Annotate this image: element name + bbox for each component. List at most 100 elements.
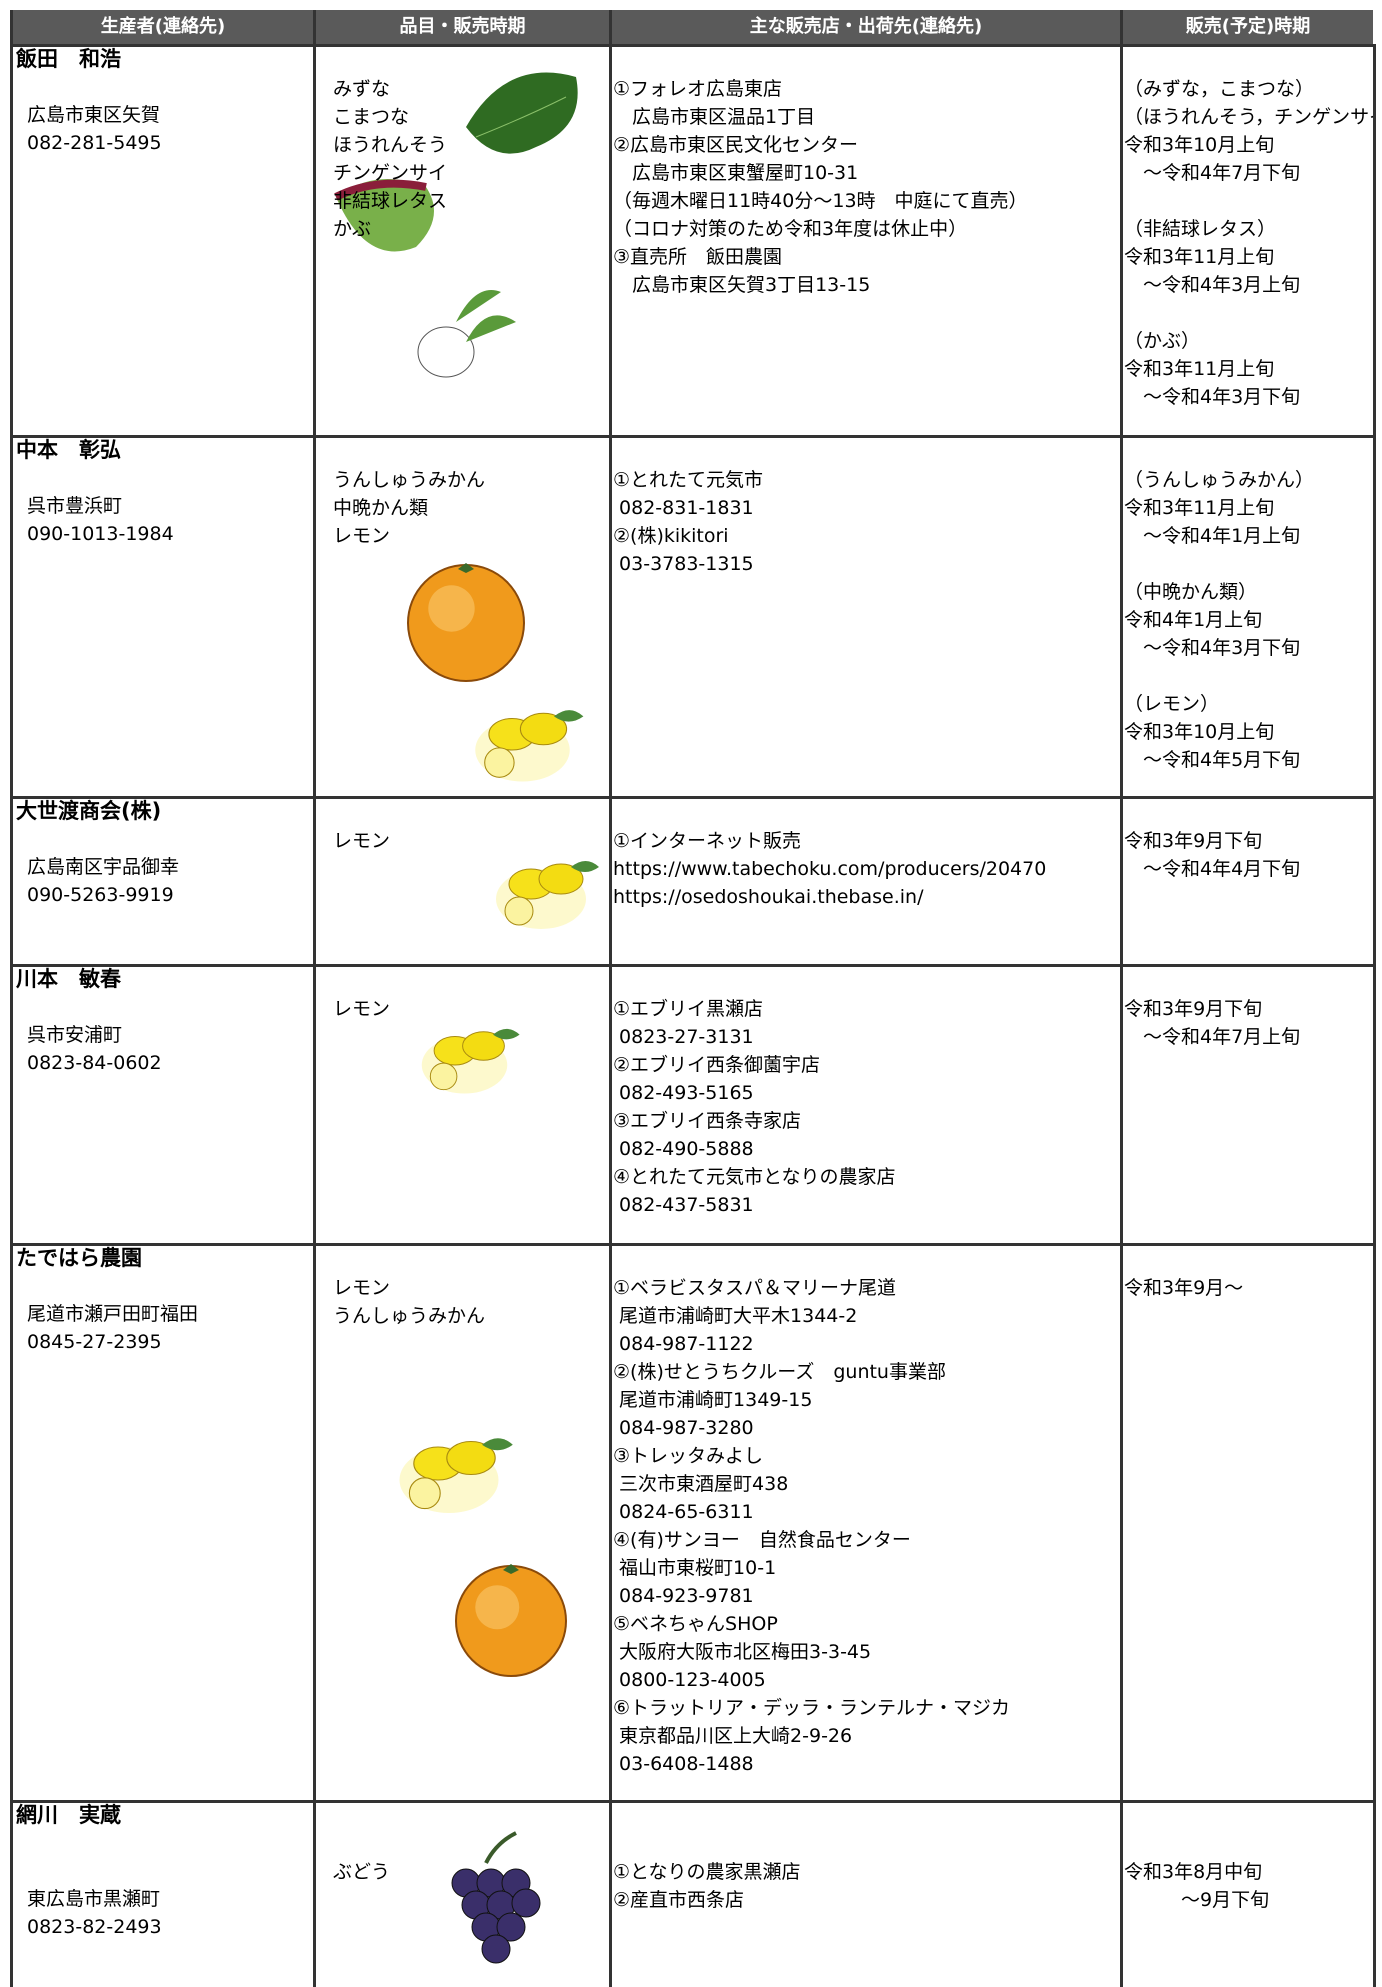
- shop-line: ④とれたて元気市となりの農家店: [613, 1166, 896, 1188]
- item: ほうれんそう: [333, 134, 448, 156]
- shop-line: ④(有)サンヨー 自然食品センター: [613, 1529, 911, 1551]
- shop-line: 広島市東区矢賀3丁目13-15: [613, 274, 871, 296]
- period-line: ～令和4年3月上旬: [1124, 274, 1301, 296]
- shop-line: 0824-65-6311: [613, 1501, 754, 1523]
- item: レモン: [333, 998, 391, 1020]
- table-cell: 飯田 和浩広島市東区矢賀 082-281-5495: [10, 44, 313, 435]
- table-cell: レモン: [313, 964, 609, 1243]
- shop-line: 福山市東桜町10-1: [613, 1557, 777, 1579]
- shop-line: 03-3783-1315: [613, 553, 754, 575]
- shop-line: 大阪府大阪市北区梅田3-3-45: [613, 1641, 872, 1663]
- shop-line: 尾道市浦崎町1349-15: [613, 1389, 813, 1411]
- producer-address: 広島市東区矢賀: [27, 104, 161, 126]
- shop-line: 084-987-1122: [613, 1333, 754, 1355]
- table-cell: ①とれたて元気市 082-831-1831 ②(株)kikitori 03-378…: [609, 435, 1120, 796]
- shop-line: https://osedoshoukai.thebase.in/: [613, 886, 924, 908]
- table-cell: ①となりの農家黒瀬店 ②産直市西条店: [609, 1800, 1120, 1987]
- illustration: [407, 563, 584, 782]
- period-line: 令和4年1月上旬: [1124, 609, 1263, 631]
- item: チンゲンサイ: [333, 162, 448, 184]
- table-cell: ①インターネット販売 https://www.tabechoku.com/prod…: [609, 796, 1120, 964]
- shop-line: 082-437-5831: [613, 1194, 754, 1216]
- shop-line: 広島市東区東蟹屋町10-31: [613, 162, 859, 184]
- period-line: 令和3年11月上旬: [1124, 358, 1275, 380]
- period-line: ～令和4年3月下旬: [1124, 637, 1301, 659]
- table-cell: みずな こまつな ほうれんそう チンゲンサイ 非結球レタス かぶ: [313, 44, 609, 435]
- period-line: ～令和4年7月下旬: [1124, 162, 1301, 184]
- period-line: 令和3年9月下旬: [1124, 830, 1263, 852]
- table-cell: レモン うんしゅうみかん: [313, 1243, 609, 1800]
- period-line: （レモン）: [1124, 693, 1220, 715]
- table-cell: （みずな，こまつな） （ほうれんそう，チンゲンサイ） 令和3年10月上旬 ～令和4年…: [1120, 44, 1376, 435]
- producer-name: 中本 彰弘: [16, 438, 121, 462]
- period-line: 令和3年9月～: [1124, 1277, 1244, 1299]
- shop-line: ①インターネット販売: [613, 830, 802, 852]
- header-cell: 生産者(連絡先): [10, 10, 313, 44]
- period-line: ～令和4年7月上旬: [1124, 1026, 1301, 1048]
- table-cell: ①エブリイ黒瀬店 0823-27-3131 ②エブリイ西条御薗宇店 082-493…: [609, 964, 1120, 1243]
- header-cell: 主な販売店・出荷先(連絡先): [609, 10, 1120, 44]
- producer-name: 大世渡商会(株): [16, 799, 162, 823]
- table-cell: たではら農園 尾道市瀬戸田町福田 0845-27-2395: [10, 1243, 313, 1800]
- table-cell: うんしゅうみかん 中晩かん類 レモン: [313, 435, 609, 796]
- table-cell: ぶどう: [313, 1800, 609, 1987]
- producer-address: 尾道市瀬戸田町福田: [27, 1303, 199, 1325]
- table-cell: 中本 彰弘呉市豊浜町 090-1013-1984: [10, 435, 313, 796]
- illustration: [451, 1831, 541, 1964]
- shop-line: （毎週木曜日11時40分～13時 中庭にて直売）: [613, 190, 1028, 212]
- period-line: （かぶ）: [1124, 330, 1201, 352]
- producer-name: 網川 実蔵: [16, 1803, 121, 1827]
- item: かぶ: [333, 218, 372, 240]
- item: レモン: [333, 525, 391, 547]
- table-cell: ①ベラビスタスパ＆マリーナ尾道 尾道市浦崎町大平木1344-2 084-987-…: [609, 1243, 1120, 1800]
- producer-phone: 090-1013-1984: [27, 523, 174, 545]
- producer-address: 東広島市黒瀬町: [27, 1888, 161, 1910]
- shop-line: ③トレッタみよし: [613, 1445, 764, 1467]
- shop-line: 03-6408-1488: [613, 1753, 754, 1775]
- shop-line: ②(株)kikitori: [613, 525, 729, 547]
- period-line: 令和3年10月上旬: [1124, 721, 1275, 743]
- period-line: 令和3年10月上旬: [1124, 134, 1275, 156]
- illustration: [334, 72, 578, 378]
- shop-line: ②エブリイ西条御薗宇店: [613, 1054, 821, 1076]
- period-line: （非結球レタス）: [1124, 218, 1277, 240]
- shop-line: 0823-27-3131: [613, 1026, 754, 1048]
- shop-line: 082-831-1831: [613, 497, 754, 519]
- shop-line: 東京都品川区上大崎2-9-26: [613, 1725, 853, 1747]
- producer-name: 飯田 和浩: [16, 47, 121, 71]
- producer-phone: 090-5263-9919: [27, 884, 174, 906]
- item: みずな: [333, 78, 391, 100]
- shop-line: ③エブリイ西条寺家店: [613, 1110, 802, 1132]
- producer-phone: 082-281-5495: [27, 132, 162, 154]
- period-line: （中晩かん類）: [1124, 581, 1258, 603]
- producer-address: 呉市豊浜町: [27, 495, 123, 517]
- shop-line: 084-923-9781: [613, 1585, 754, 1607]
- shop-line: ①フォレオ広島東店: [613, 78, 783, 100]
- period-line: 令和3年11月上旬: [1124, 246, 1275, 268]
- table-cell: 令和3年9月下旬 ～令和4年4月下旬: [1120, 796, 1376, 964]
- period-line: 令和3年11月上旬: [1124, 497, 1275, 519]
- header-cell: 販売(予定)時期: [1120, 10, 1373, 44]
- producer-phone: 0845-27-2395: [27, 1331, 162, 1353]
- period-line: 令和3年8月中旬: [1124, 1861, 1263, 1883]
- shop-line: （コロナ対策のため令和3年度は休止中）: [613, 218, 968, 240]
- shop-line: 084-987-3280: [613, 1417, 754, 1439]
- item: ぶどう: [333, 1861, 391, 1883]
- item: うんしゅうみかん: [333, 1305, 486, 1327]
- item: うんしゅうみかん: [333, 469, 486, 491]
- shop-line: 尾道市浦崎町大平木1344-2: [613, 1305, 858, 1327]
- illustration: [421, 1028, 520, 1094]
- illustration: [496, 861, 599, 929]
- illustration: [399, 1438, 567, 1677]
- table-cell: 大世渡商会(株) 広島南区宇品御幸 090-5263-9919: [10, 796, 313, 964]
- period-line: （ほうれんそう，チンゲンサイ）: [1124, 106, 1373, 128]
- shop-line: 0800-123-4005: [613, 1669, 766, 1691]
- shop-line: https://www.tabechoku.com/producers/2047…: [613, 858, 1047, 880]
- table-cell: 令和3年9月下旬 ～令和4年7月上旬: [1120, 964, 1376, 1243]
- producer-address: 呉市安浦町: [27, 1024, 123, 1046]
- producer-name: 川本 敏春: [16, 967, 121, 991]
- table-cell: レモン: [313, 796, 609, 964]
- producer-address: 広島南区宇品御幸: [27, 856, 180, 878]
- shop-line: ③直売所 飯田農園: [613, 246, 783, 268]
- shop-line: 082-493-5165: [613, 1082, 754, 1104]
